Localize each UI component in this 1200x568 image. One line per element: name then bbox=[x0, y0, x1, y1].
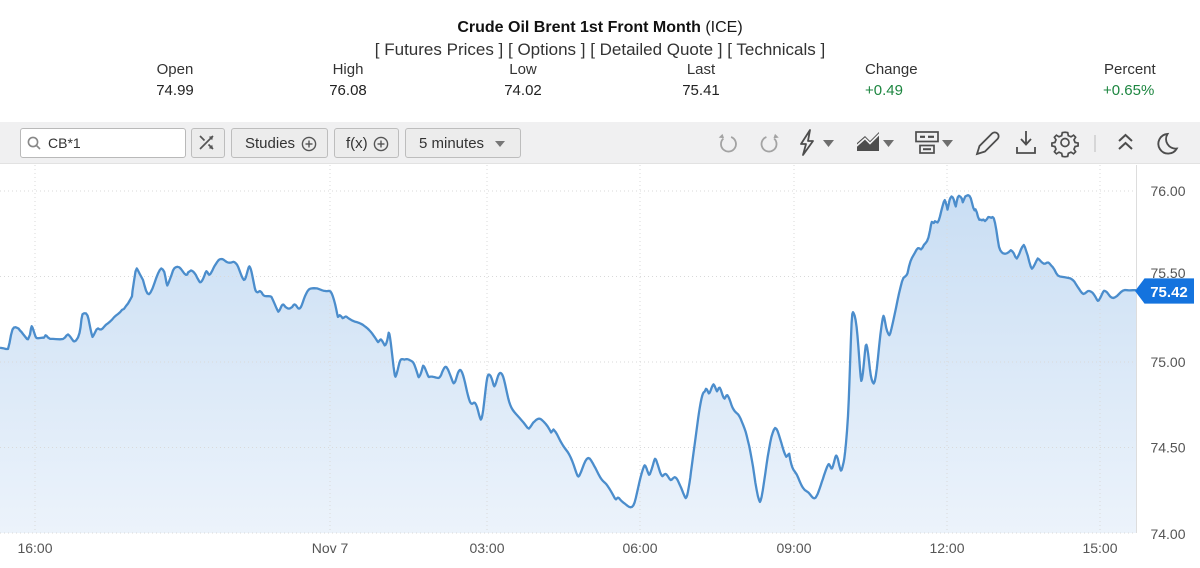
svg-text:Nov 7: Nov 7 bbox=[312, 540, 349, 556]
svg-text:75.42: 75.42 bbox=[1150, 284, 1188, 301]
svg-text:03:00: 03:00 bbox=[469, 540, 504, 556]
svg-text:75.00: 75.00 bbox=[1150, 354, 1185, 370]
svg-text:76.00: 76.00 bbox=[1150, 183, 1185, 199]
svg-text:74.00: 74.00 bbox=[1150, 526, 1185, 542]
svg-text:15:00: 15:00 bbox=[1082, 540, 1117, 556]
svg-text:74.50: 74.50 bbox=[1150, 440, 1185, 456]
svg-text:12:00: 12:00 bbox=[929, 540, 964, 556]
svg-text:09:00: 09:00 bbox=[776, 540, 811, 556]
svg-text:16:00: 16:00 bbox=[17, 540, 52, 556]
svg-text:06:00: 06:00 bbox=[622, 540, 657, 556]
svg-text:75.50: 75.50 bbox=[1150, 265, 1185, 281]
